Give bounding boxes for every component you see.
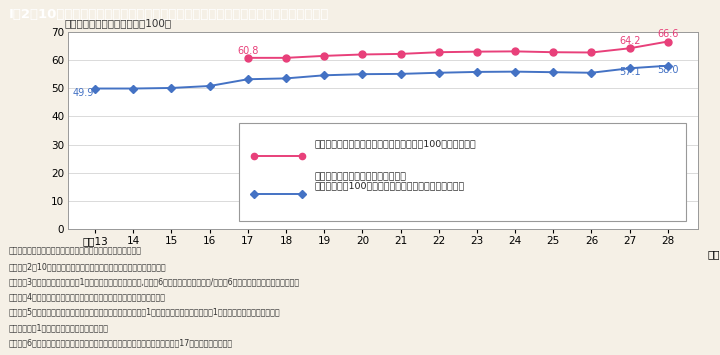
Text: 58.0: 58.0 (657, 65, 679, 75)
Text: 5．短時間労働者とは，同一事業所の一般の労働者より1日の所定労働時間が短い又は1日の所定労働時間が同じでも: 5．短時間労働者とは，同一事業所の一般の労働者より1日の所定労働時間が短い又は1… (9, 308, 280, 317)
Text: 66.6: 66.6 (657, 29, 678, 39)
Text: （備考）１．厚生労働省「賃金構造基本統計調査」より作成。: （備考）１．厚生労働省「賃金構造基本統計調査」より作成。 (9, 247, 142, 256)
Text: （年）: （年） (708, 248, 720, 259)
Text: I－2－10図　雇用形態・就業形態間の１時間当たり所定内給与格差の推移（男女計）: I－2－10図 雇用形態・就業形態間の１時間当たり所定内給与格差の推移（男女計） (9, 8, 329, 21)
Bar (238, 122, 685, 221)
Text: 49.9: 49.9 (73, 88, 94, 98)
Text: 「正社員・正職員以外」の給与水準: 「正社員・正職員以外」の給与水準 (314, 173, 406, 182)
Text: 6．雇用形態（正社員・正職員，正社員・正職員以外）別の調査は平成17年以降行っている。: 6．雇用形態（正社員・正職員，正社員・正職員以外）別の調査は平成17年以降行って… (9, 338, 233, 347)
Text: 60.8: 60.8 (237, 46, 258, 56)
Text: 2．10人以上の常用労働者を雇用する民営事業所における値。: 2．10人以上の常用労働者を雇用する民営事業所における値。 (9, 262, 166, 271)
Text: 64.2: 64.2 (619, 36, 640, 46)
Text: 1週の所定労働日数が少ない者。: 1週の所定労働日数が少ない者。 (9, 323, 109, 332)
Text: 57.1: 57.1 (619, 67, 641, 77)
Text: 一般労働者における「正社員・正職員」を100とした場合の: 一般労働者における「正社員・正職員」を100とした場合の (314, 139, 476, 148)
Text: 一般労働者を100とした場合の短時間労働者の給与水準: 一般労働者を100とした場合の短時間労働者の給与水準 (314, 182, 464, 191)
Text: 3．一般労働者における1時間当たり所定内給与額は,「各年6月分の所定内給与額」/「各年6月分の所定内実労働時間数」。: 3．一般労働者における1時間当たり所定内給与額は,「各年6月分の所定内給与額」/… (9, 277, 300, 286)
Text: 4．一般労働者とは，常用労働者のうち短時間労働者以外の者。: 4．一般労働者とは，常用労働者のうち短時間労働者以外の者。 (9, 293, 166, 301)
Text: （基準とする労働者の給与＝100）: （基準とする労働者の給与＝100） (65, 18, 172, 28)
